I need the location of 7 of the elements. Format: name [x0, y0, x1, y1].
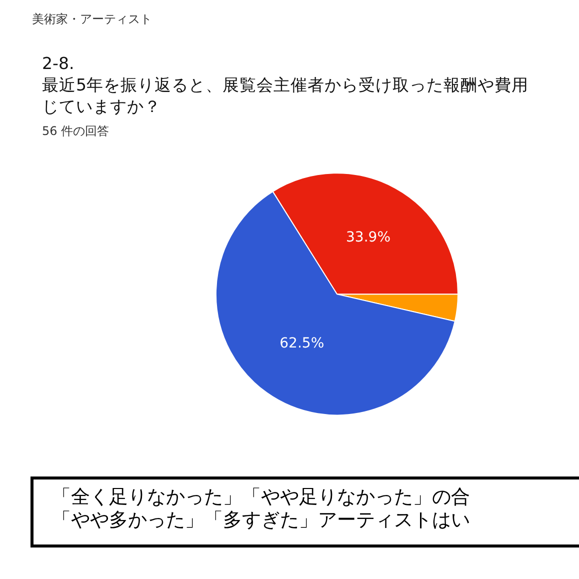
- text: 56 件の回答: [42, 124, 110, 138]
- chart-title: 2-8. 最近5年を振り返ると、展覧会主催者から受け取った報酬や費用じていますか？: [42, 54, 528, 116]
- data-label: 33.9%: [346, 230, 390, 246]
- text: 美術家・アーティスト: [32, 12, 152, 26]
- text: 「全く足りなかった」「やや足りなかった」の合: [52, 486, 470, 508]
- text: 「やや多かった」「多すぎた」アーティストはい: [52, 509, 470, 531]
- data-label: 62.5%: [280, 335, 324, 352]
